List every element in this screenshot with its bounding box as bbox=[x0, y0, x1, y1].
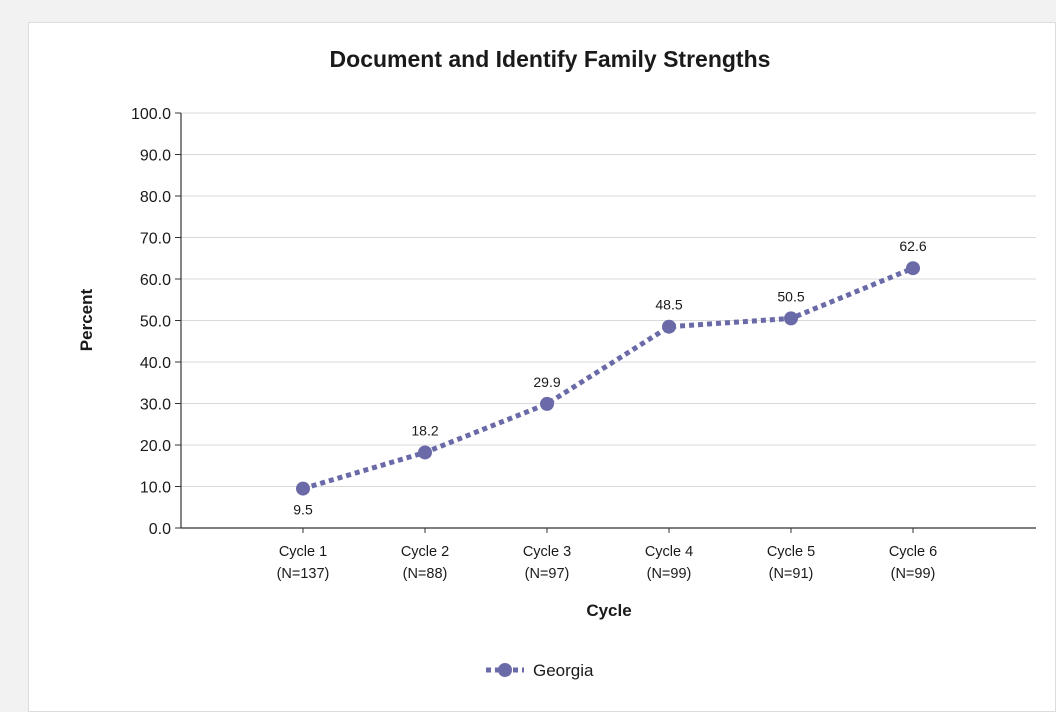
y-tick-label: 40.0 bbox=[140, 355, 171, 372]
y-tick-label: 60.0 bbox=[140, 272, 171, 289]
y-tick-label: 0.0 bbox=[149, 521, 171, 538]
y-tick-label: 70.0 bbox=[140, 231, 171, 248]
chart-title: Document and Identify Family Strengths bbox=[330, 46, 771, 72]
data-label: 9.5 bbox=[293, 502, 313, 518]
y-tick-label: 50.0 bbox=[140, 314, 171, 331]
gridlines bbox=[181, 112, 1036, 487]
y-tick-label: 90.0 bbox=[140, 148, 171, 165]
x-axis-label: Cycle bbox=[586, 601, 631, 620]
data-point bbox=[540, 396, 554, 411]
y-tick-label: 30.0 bbox=[140, 397, 171, 414]
x-tick-sublabel: (N=99) bbox=[647, 566, 692, 582]
data-point bbox=[418, 445, 432, 460]
legend-marker bbox=[498, 663, 512, 677]
legend: Georgia bbox=[486, 661, 594, 680]
x-tick-label: Cycle 6 bbox=[889, 544, 937, 560]
y-tick-label: 100.0 bbox=[131, 106, 171, 123]
series-line bbox=[302, 265, 914, 491]
x-tick-label: Cycle 4 bbox=[645, 544, 693, 560]
x-tick-sublabel: (N=97) bbox=[525, 566, 570, 582]
x-tick-label: Cycle 3 bbox=[523, 544, 571, 560]
data-label: 50.5 bbox=[777, 288, 804, 304]
y-axis: 0.0 10.0 20.0 30.0 40.0 50.0 60.0 70.0 80.0 90.0 1… bbox=[131, 106, 182, 538]
data-point bbox=[784, 311, 798, 326]
x-tick-label: Cycle 5 bbox=[767, 544, 815, 560]
x-tick-sublabel: (N=99) bbox=[891, 566, 936, 582]
data-label: 62.6 bbox=[899, 238, 926, 254]
y-tick-label: 10.0 bbox=[140, 480, 171, 497]
data-point bbox=[906, 261, 920, 276]
data-label: 18.2 bbox=[411, 422, 438, 438]
y-tick-label: 20.0 bbox=[140, 438, 171, 455]
chart-card bbox=[28, 22, 1056, 712]
x-tick-label: Cycle 2 bbox=[401, 544, 449, 560]
x-tick-label: Cycle 1 bbox=[279, 544, 327, 560]
data-point bbox=[296, 481, 310, 496]
y-axis-label: Percent bbox=[77, 288, 96, 351]
data-label: 29.9 bbox=[533, 374, 560, 390]
data-point bbox=[662, 319, 676, 334]
x-tick-sublabel: (N=88) bbox=[403, 566, 448, 582]
x-axis: Cycle 1 (N=137) Cycle 2 (N=88) Cycle 3 (N=97)… bbox=[181, 527, 1036, 582]
y-tick-label: 80.0 bbox=[140, 189, 171, 206]
x-tick-sublabel: (N=91) bbox=[769, 566, 814, 582]
data-label: 48.5 bbox=[655, 297, 682, 313]
x-tick-sublabel: (N=137) bbox=[277, 566, 330, 582]
legend-label: Georgia bbox=[533, 661, 594, 680]
series-georgia: 9.5 18.2 29.9 48.5 50.5 62.6 bbox=[293, 238, 927, 517]
